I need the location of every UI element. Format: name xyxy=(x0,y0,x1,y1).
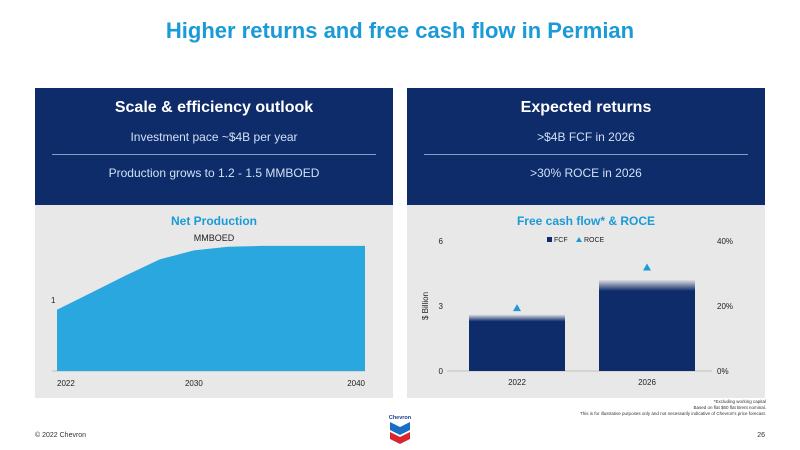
left-y-tick-label: 0 xyxy=(439,367,444,376)
legend-roce-marker xyxy=(576,237,582,242)
footnote-3: This is for illustrative purposes only a… xyxy=(580,411,766,416)
fcf-bar xyxy=(599,280,695,371)
footnotes: *Excluding working capital Based on flat… xyxy=(466,399,766,417)
fcf-target-text: >$4B FCF in 2026 xyxy=(537,130,635,144)
right-y-tick-label: 0% xyxy=(717,367,729,376)
investment-pace-text: Investment pace ~$4B per year xyxy=(130,130,298,144)
x-tick-label: 2022 xyxy=(508,378,526,387)
roce-marker xyxy=(513,304,521,312)
roce-target-text: >30% ROCE in 2026 xyxy=(530,166,642,180)
x-tick-label: 2030 xyxy=(185,379,203,388)
legend-fcf-swatch xyxy=(547,237,552,242)
fcf-roce-chart-title: Free cash flow* & ROCE xyxy=(516,214,656,228)
left-y-axis-label: $ Billion xyxy=(421,292,430,320)
scale-efficiency-heading: Scale & efficiency outlook xyxy=(114,99,314,116)
x-tick-label: 2026 xyxy=(638,378,656,387)
fcf-roce-chart: 0 3 6 0% 20% 40% $ Billion FCF ROCE 2022 2026 xyxy=(421,237,733,387)
chevron-logo-upper-stripe xyxy=(390,422,410,435)
chevron-logo: Chevron xyxy=(389,415,412,444)
header-divider xyxy=(52,154,376,155)
scale-efficiency-panel: Scale & efficiency outlook Investment pa… xyxy=(35,88,393,398)
net-production-chart: 1 2022 2030 2040 xyxy=(51,245,366,388)
copyright-text: © 2022 Chevron xyxy=(35,432,87,439)
legend-fcf-label: FCF xyxy=(554,237,568,244)
expected-returns-heading: Expected returns xyxy=(520,99,652,116)
roce-marker xyxy=(643,263,651,271)
right-y-tick-label: 20% xyxy=(717,302,733,311)
page-title: Higher returns and free cash flow in Per… xyxy=(165,18,635,43)
chevron-logo-text: Chevron xyxy=(389,415,412,421)
expected-returns-header: Expected returns >$4B FCF in 2026 >30% R… xyxy=(407,88,765,205)
left-y-tick-label: 6 xyxy=(439,237,444,246)
legend-roce-label: ROCE xyxy=(584,237,605,244)
x-tick-label: 2022 xyxy=(57,379,75,388)
header-divider xyxy=(424,154,748,155)
chevron-logo-lower-stripe xyxy=(390,432,410,444)
production-growth-text: Production grows to 1.2 - 1.5 MMBOED xyxy=(108,166,320,180)
fcf-bar xyxy=(469,314,565,371)
x-tick-label: 2040 xyxy=(347,379,365,388)
y-tick-label: 1 xyxy=(51,296,56,305)
footnote-1: *Excluding working capital xyxy=(713,399,766,404)
footnote-2: Based on flat $60 flat Brent nominal. xyxy=(693,405,766,410)
net-production-unit-label: MMBOED xyxy=(193,233,235,243)
page-number: 26 xyxy=(757,432,765,439)
net-production-chart-title: Net Production xyxy=(171,214,257,228)
left-y-tick-label: 3 xyxy=(439,302,444,311)
expected-returns-panel: Expected returns >$4B FCF in 2026 >30% R… xyxy=(407,88,765,398)
production-area xyxy=(57,245,365,371)
right-y-tick-label: 40% xyxy=(717,237,733,246)
scale-efficiency-header: Scale & efficiency outlook Investment pa… xyxy=(35,88,393,205)
